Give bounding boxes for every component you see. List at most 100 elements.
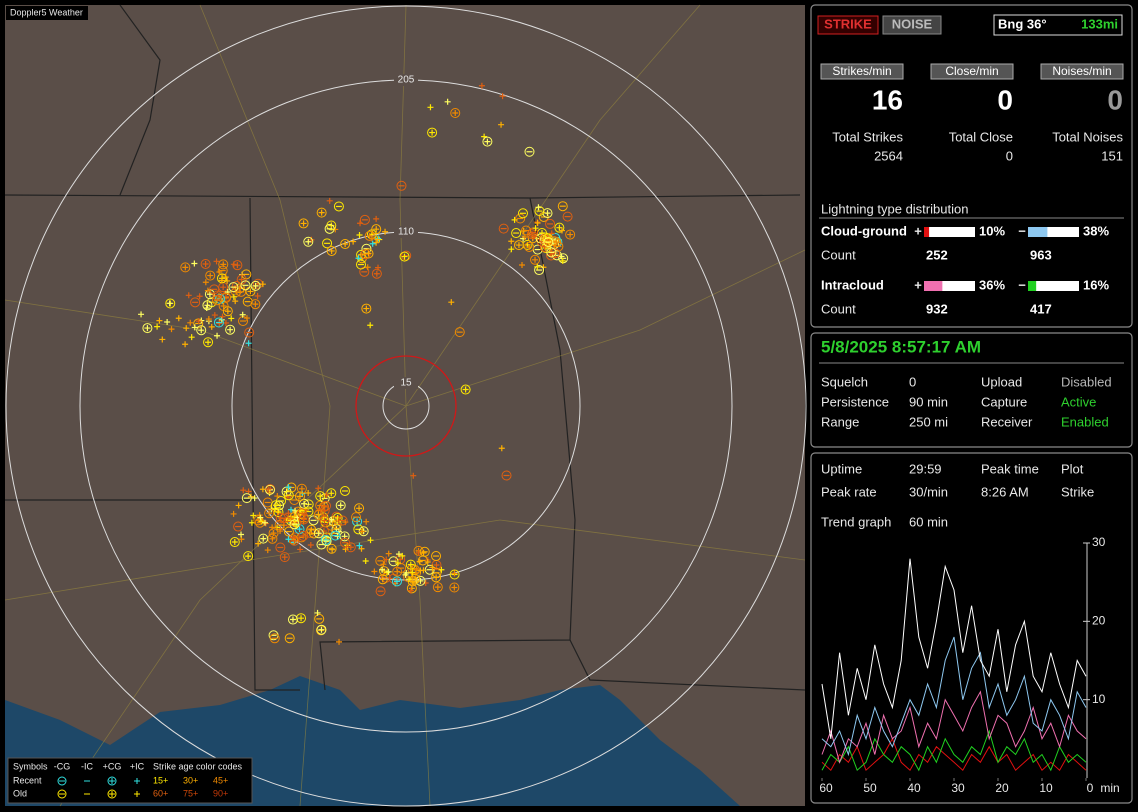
- percent-bar: [924, 227, 930, 237]
- strike-symbol: [328, 530, 335, 537]
- strike-symbol: [258, 533, 269, 544]
- setting-value: Active: [1061, 394, 1096, 409]
- stat-value: 8:26 AM: [981, 484, 1029, 499]
- strike-symbol: [235, 502, 242, 509]
- strike-symbol: [356, 542, 363, 549]
- strike-symbol: [550, 248, 561, 259]
- strike-symbol: [296, 613, 307, 624]
- strike-button[interactable]: [817, 15, 879, 35]
- percent-track: [1028, 227, 1079, 237]
- legend-age: 15+: [153, 775, 168, 785]
- noise-button[interactable]: [882, 15, 942, 35]
- ring-label-bg: [394, 74, 418, 86]
- strike-symbol: [238, 531, 245, 538]
- strike-symbol: [397, 556, 404, 563]
- strike-symbol: [198, 327, 205, 334]
- strike-symbol: [298, 530, 309, 541]
- strike-symbol: [285, 510, 292, 517]
- strike-symbol: [269, 633, 280, 644]
- strike-symbol: [558, 227, 565, 234]
- strike-symbol: [259, 281, 266, 288]
- legend-symbol-label: -CG: [54, 761, 71, 771]
- trend-label: Trend graph: [821, 514, 891, 529]
- stat-label: Plot: [1061, 461, 1084, 476]
- map-title: Doppler5 Weather: [10, 7, 83, 17]
- strike-symbol: [245, 286, 256, 297]
- strike-symbol: [478, 82, 485, 89]
- strike-symbol: [554, 222, 565, 233]
- ring-label: 15: [400, 378, 412, 389]
- strike-symbol: [420, 567, 427, 574]
- strike-symbol: [318, 209, 325, 216]
- strike-symbol: [482, 136, 493, 147]
- strike-symbol: [275, 512, 286, 523]
- strike-symbol: [424, 559, 431, 566]
- total-label: Total Noises: [1052, 129, 1123, 144]
- strike-symbol: [183, 325, 190, 332]
- percent-label: 10%: [979, 223, 1005, 238]
- strike-symbol: [329, 546, 336, 553]
- title-box: [6, 6, 88, 20]
- strike-symbol: [501, 470, 512, 481]
- strike-symbol: [315, 485, 322, 492]
- strike-symbol: [364, 230, 375, 241]
- strike-symbol: [406, 583, 417, 594]
- setting-label: Persistence: [821, 394, 889, 409]
- strike-symbol: [224, 277, 231, 284]
- strike-symbol: [250, 512, 257, 519]
- strike-symbol: [374, 236, 381, 243]
- strike-symbol: [401, 253, 408, 260]
- strike-symbol: [410, 472, 417, 479]
- strike-symbol: [524, 146, 535, 157]
- strike-symbol: [335, 500, 346, 511]
- strike-symbol: [242, 296, 253, 307]
- strike-symbol: [202, 300, 213, 311]
- stats-panel: [810, 452, 1133, 804]
- count-value: 963: [1030, 247, 1052, 262]
- legend-symbol-label: +CG: [103, 761, 122, 771]
- strike-symbol: [217, 265, 228, 276]
- strike-symbol: [377, 574, 388, 585]
- strike-symbol: [264, 484, 275, 495]
- strike-symbol: [484, 138, 491, 145]
- strike-symbol: [373, 270, 380, 277]
- strike-symbol: [399, 251, 410, 262]
- legend-age: 30+: [183, 775, 198, 785]
- strike-symbol: [340, 239, 351, 250]
- strike-symbol: [200, 258, 211, 269]
- strike-symbol: [245, 340, 252, 347]
- total-label: Total Close: [949, 129, 1013, 144]
- strike-symbol: [557, 201, 568, 212]
- strike-symbol: [166, 300, 173, 307]
- strike-symbol: [508, 238, 515, 245]
- strike-symbol: [434, 584, 441, 591]
- strike-symbol: [431, 572, 442, 583]
- x-tick-label: 60: [819, 781, 833, 795]
- strike-symbol: [296, 483, 307, 494]
- strike-symbol: [419, 546, 430, 557]
- settings-panel: [810, 332, 1133, 448]
- noise-label: NOISE: [892, 16, 933, 31]
- strike-symbol: [422, 580, 429, 587]
- count-value: 252: [926, 247, 948, 262]
- legend-symbol-label: +IC: [130, 761, 145, 771]
- trend-line: [821, 737, 1087, 772]
- strike-symbol: [209, 284, 220, 295]
- strike-symbol: [274, 493, 281, 500]
- percent-bar: [1028, 227, 1048, 237]
- strike-symbol: [322, 536, 329, 543]
- rate-button: [1040, 63, 1124, 80]
- strike-symbol: [253, 515, 264, 526]
- strike-symbol: [308, 236, 315, 243]
- legend-age: 45+: [213, 775, 228, 785]
- strike-symbol: [279, 552, 290, 563]
- strike-symbol: [415, 575, 426, 586]
- strike-symbol: [307, 542, 314, 549]
- stat-label: Peak rate: [821, 484, 877, 499]
- strike-symbol: [222, 306, 233, 317]
- strike-symbol: [212, 290, 223, 301]
- legend-symbol: [134, 778, 140, 784]
- strike-symbol: [371, 224, 382, 235]
- strike-symbol: [234, 262, 241, 269]
- strike-symbol: [216, 269, 223, 276]
